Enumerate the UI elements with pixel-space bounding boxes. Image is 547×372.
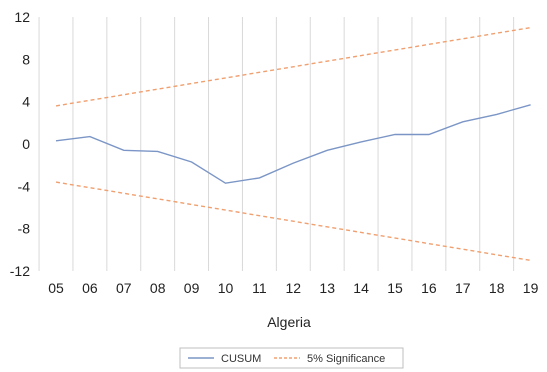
x-tick-label: 17 bbox=[455, 280, 471, 296]
x-tick-label: 07 bbox=[116, 280, 132, 296]
x-tick-label: 11 bbox=[252, 280, 267, 296]
x-tick-label: 14 bbox=[353, 280, 369, 296]
y-tick-label: 4 bbox=[22, 94, 30, 110]
x-tick-label: 19 bbox=[523, 280, 539, 296]
x-tick-label: 13 bbox=[319, 280, 335, 296]
x-tick-label: 09 bbox=[184, 280, 200, 296]
y-tick-label: -4 bbox=[18, 178, 31, 194]
y-axis-ticks: 12 8 4 0 -4 -8 -12 bbox=[10, 9, 30, 279]
series-lines bbox=[55, 26, 531, 262]
x-tick-label: 08 bbox=[150, 280, 166, 296]
x-axis-label: Algeria bbox=[267, 314, 311, 330]
legend: CUSUM 5% Significance bbox=[179, 347, 404, 369]
x-tick-label: 06 bbox=[82, 280, 98, 296]
series-line-lower-significance bbox=[55, 181, 531, 262]
x-tick-label: 18 bbox=[489, 280, 505, 296]
x-tick-label: 12 bbox=[286, 280, 302, 296]
legend-label-significance: 5% Significance bbox=[307, 353, 385, 365]
legend-label-cusum: CUSUM bbox=[221, 353, 261, 365]
y-tick-label: 8 bbox=[22, 51, 30, 67]
x-tick-label: 16 bbox=[421, 280, 437, 296]
series-line-cusum bbox=[55, 104, 531, 184]
y-tick-label: -8 bbox=[18, 221, 31, 237]
y-tick-label: 0 bbox=[22, 136, 30, 152]
x-axis-ticks: 05 06 07 08 09 10 11 12 13 14 15 16 17 18 19 bbox=[48, 280, 538, 296]
x-tick-label: 10 bbox=[218, 280, 234, 296]
grid-lines bbox=[38, 17, 515, 271]
x-tick-label: 15 bbox=[387, 280, 403, 296]
x-tick-label: 05 bbox=[48, 280, 64, 296]
series-line-upper-significance bbox=[55, 26, 531, 107]
y-tick-label: -12 bbox=[10, 263, 30, 279]
y-tick-label: 12 bbox=[14, 9, 30, 25]
